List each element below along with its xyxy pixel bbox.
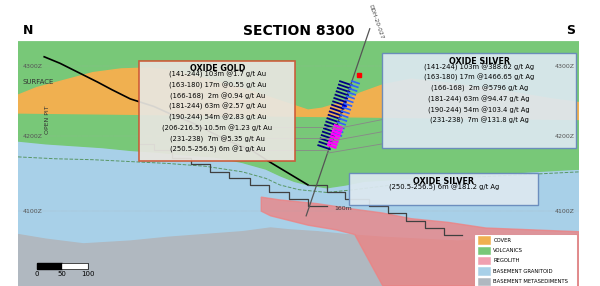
Text: 4200Z: 4200Z	[554, 134, 575, 139]
Polygon shape	[18, 228, 580, 286]
Bar	[62, 263, 87, 269]
Polygon shape	[18, 42, 580, 286]
Text: (181-244) 63m @94.47 g/t Ag: (181-244) 63m @94.47 g/t Ag	[428, 96, 530, 103]
Text: OXIDE SILVER: OXIDE SILVER	[413, 176, 474, 186]
Text: 50: 50	[58, 271, 67, 277]
Text: SURFACE: SURFACE	[23, 79, 54, 85]
Text: (141-244) 103m @388.62 g/t Ag: (141-244) 103m @388.62 g/t Ag	[424, 63, 534, 71]
Polygon shape	[18, 42, 580, 188]
FancyBboxPatch shape	[382, 53, 575, 148]
Text: VOLCANICS: VOLCANICS	[493, 248, 523, 253]
Bar	[478, 267, 490, 275]
Text: S: S	[566, 24, 575, 37]
FancyBboxPatch shape	[349, 173, 538, 204]
Bar	[475, 235, 575, 286]
Text: (206-216.5) 10.5m @1.23 g/t Au: (206-216.5) 10.5m @1.23 g/t Au	[162, 125, 272, 132]
Text: (163-180) 17m @0.55 g/t Au: (163-180) 17m @0.55 g/t Au	[169, 82, 266, 89]
Text: OXIDE GOLD: OXIDE GOLD	[190, 64, 245, 73]
Text: (190-244) 54m @2.83 g/t Au: (190-244) 54m @2.83 g/t Au	[169, 114, 266, 121]
FancyBboxPatch shape	[139, 61, 295, 161]
Text: SECTION 8300: SECTION 8300	[243, 24, 355, 38]
Text: 100: 100	[82, 271, 95, 277]
Text: N: N	[23, 24, 33, 37]
Text: DDH-20-027: DDH-20-027	[367, 4, 383, 40]
Text: 4300Z: 4300Z	[554, 64, 575, 69]
Text: BASEMENT METASEDIMENTS: BASEMENT METASEDIMENTS	[493, 279, 568, 284]
Text: OPEN PIT: OPEN PIT	[46, 105, 50, 134]
Text: (190-244) 54m @103.4 g/t Ag: (190-244) 54m @103.4 g/t Ag	[428, 106, 530, 114]
Text: (166-168)  2m @0.94 g/t Au: (166-168) 2m @0.94 g/t Au	[170, 92, 265, 100]
Polygon shape	[18, 68, 580, 120]
Text: (231-238)  7m @5.35 g/t Au: (231-238) 7m @5.35 g/t Au	[170, 135, 265, 143]
Text: (141-244) 103m @1.7 g/t Au: (141-244) 103m @1.7 g/t Au	[169, 71, 266, 78]
Text: 0: 0	[34, 271, 39, 277]
Text: OXIDE SILVER: OXIDE SILVER	[449, 57, 510, 66]
Bar	[478, 257, 490, 265]
Text: 4300Z: 4300Z	[23, 64, 43, 69]
Text: REGOLITH: REGOLITH	[493, 258, 520, 263]
Bar	[37, 263, 62, 269]
Text: (166-168)  2m @5796 g/t Ag: (166-168) 2m @5796 g/t Ag	[431, 85, 528, 92]
Text: (250.5-256.5) 6m @1 g/t Au: (250.5-256.5) 6m @1 g/t Au	[170, 146, 265, 153]
Polygon shape	[18, 84, 580, 169]
Text: 160m: 160m	[335, 206, 352, 211]
Bar	[478, 278, 490, 285]
Bar	[37, 263, 88, 269]
Bar	[478, 247, 490, 254]
Text: BASEMENT GRANITOID: BASEMENT GRANITOID	[493, 269, 553, 273]
Text: (250.5-256.5) 6m @181.2 g/t Ag: (250.5-256.5) 6m @181.2 g/t Ag	[389, 184, 499, 191]
Bar	[478, 237, 490, 244]
Text: (231-238)  7m @131.8 g/t Ag: (231-238) 7m @131.8 g/t Ag	[430, 117, 529, 124]
Polygon shape	[261, 197, 580, 286]
Text: (181-244) 63m @2.57 g/t Au: (181-244) 63m @2.57 g/t Au	[169, 103, 266, 110]
Text: (163-180) 17m @1466.65 g/t Ag: (163-180) 17m @1466.65 g/t Ag	[424, 74, 535, 81]
Text: COVER: COVER	[493, 238, 511, 243]
Text: 4200Z: 4200Z	[23, 134, 43, 139]
Text: 4100Z: 4100Z	[23, 209, 43, 214]
Text: 4100Z: 4100Z	[555, 209, 575, 214]
